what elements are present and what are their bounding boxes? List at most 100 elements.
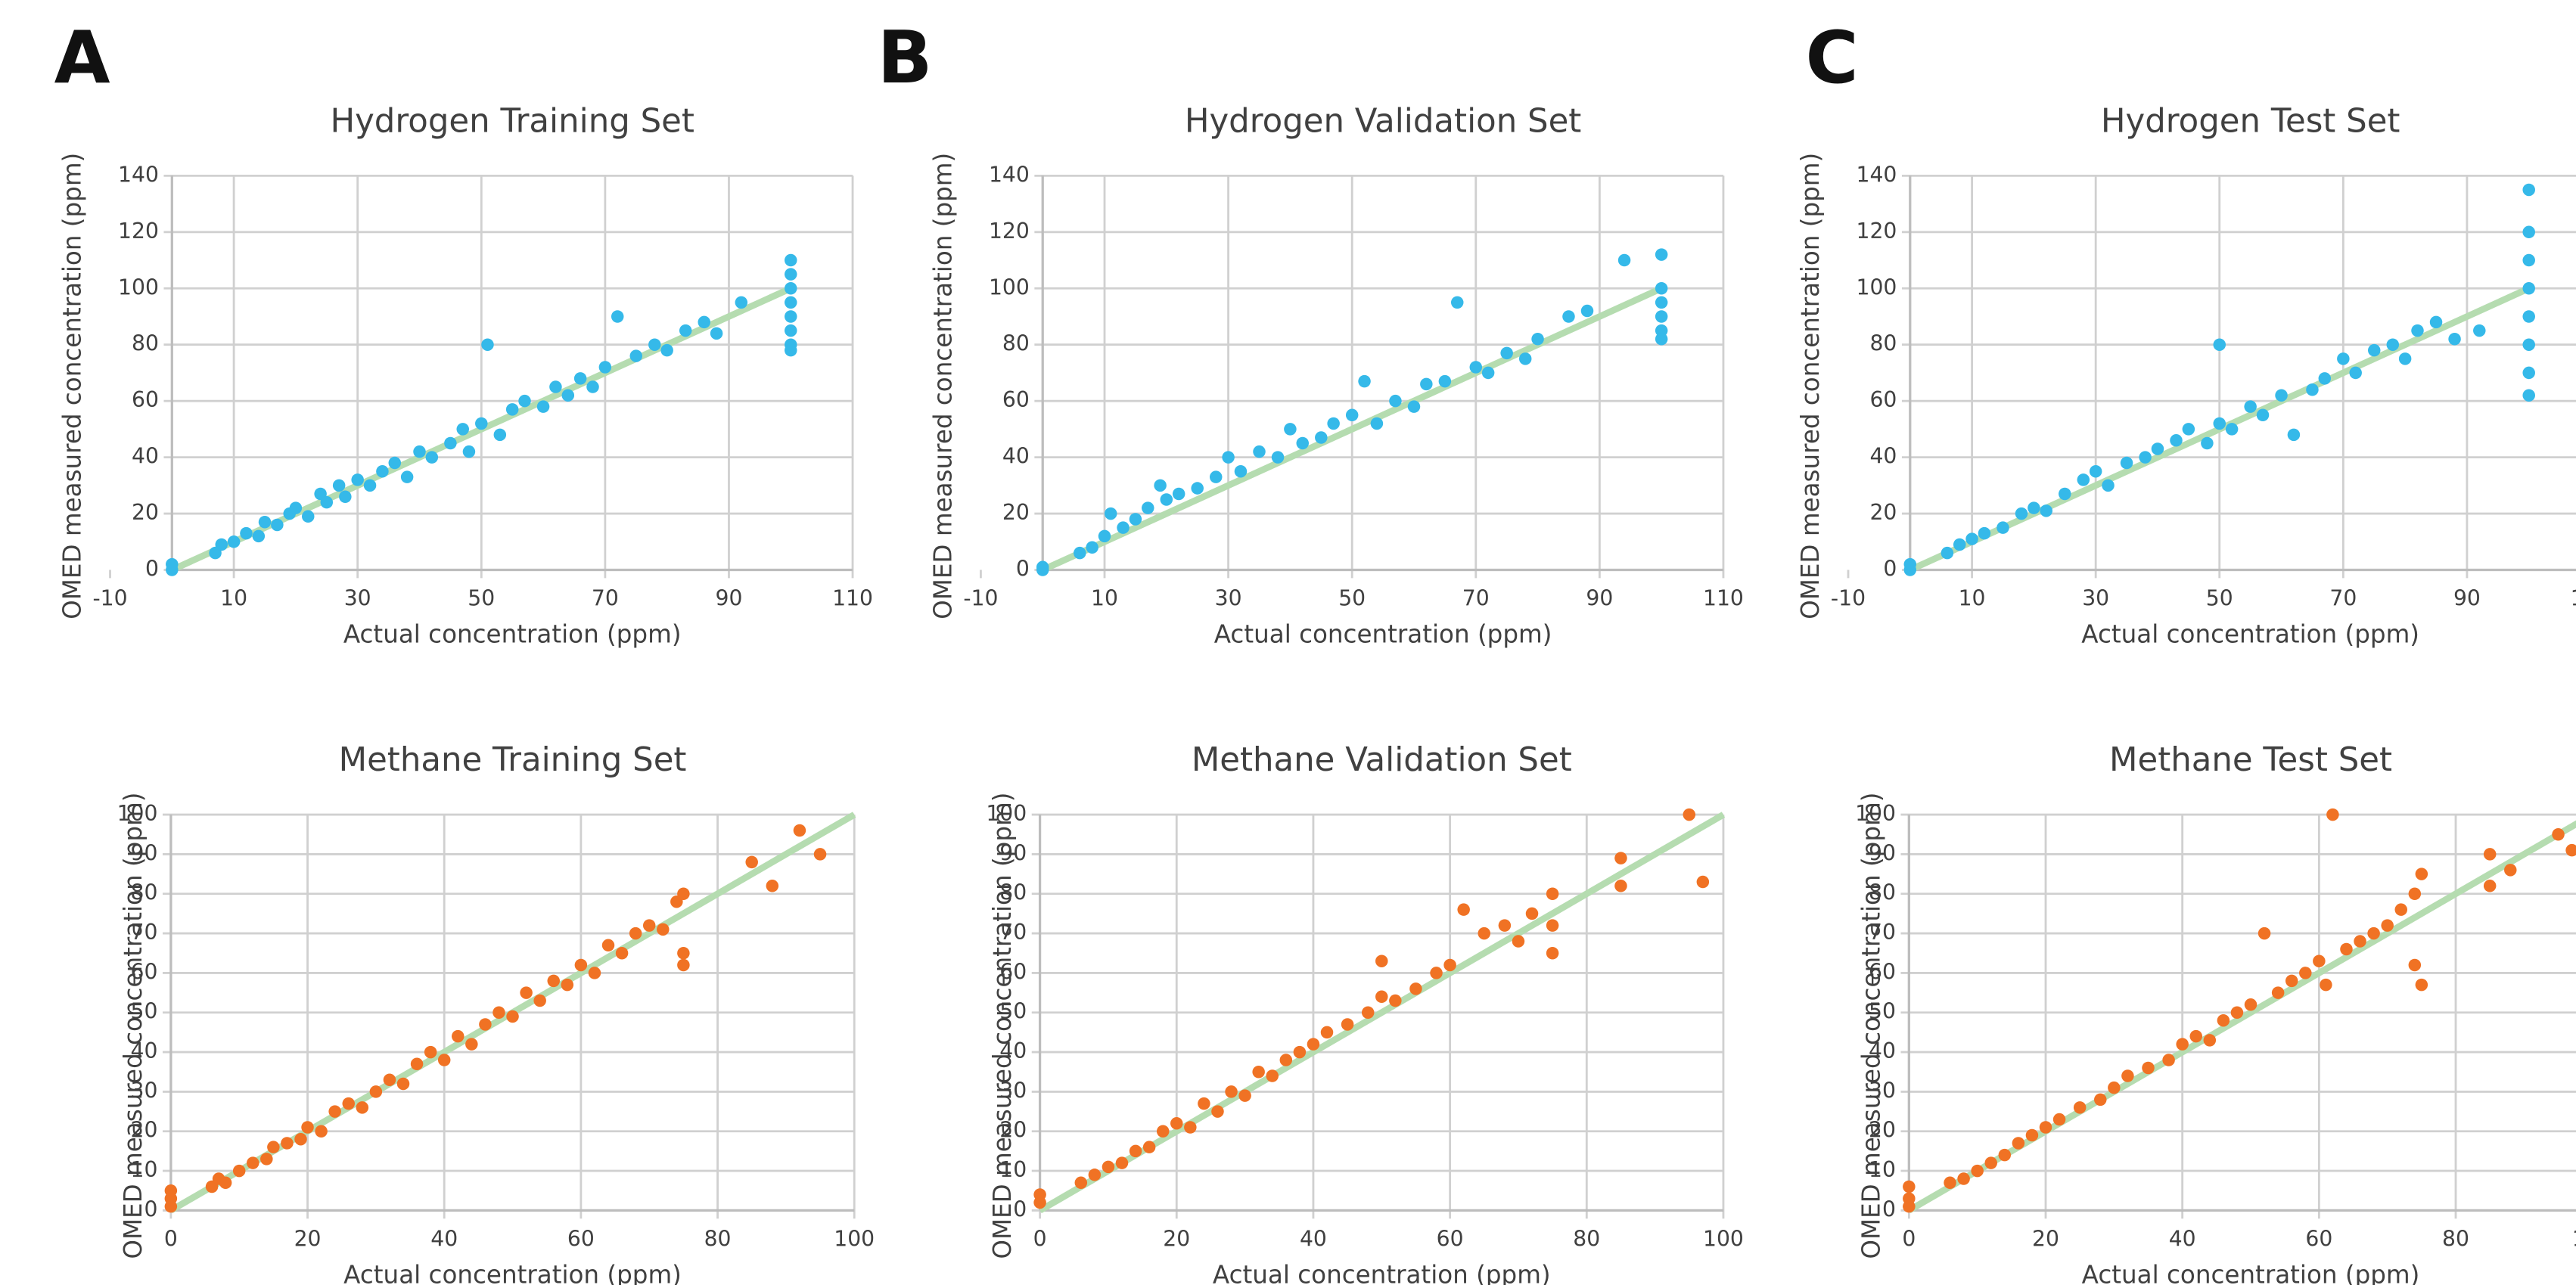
data-point (533, 994, 546, 1007)
data-point (2025, 1128, 2039, 1142)
y-tick-label: 40 (132, 444, 159, 469)
data-point (289, 501, 303, 514)
data-point (601, 939, 615, 952)
data-point (1655, 296, 1668, 309)
data-point (642, 919, 656, 932)
data-point (1209, 470, 1223, 483)
x-tick-label: 90 (715, 586, 742, 611)
data-point (2354, 935, 2366, 948)
data-point (1358, 374, 1371, 388)
data-point (660, 343, 673, 357)
data-point (648, 338, 661, 351)
y-tick-label: 10 (131, 1157, 158, 1182)
y-tick-label: 0 (1013, 1197, 1027, 1221)
chart-panel: A Hydrogen Training Set 0 20 40 60 80 100 120 140… (54, 15, 873, 649)
y-tick-label: 50 (999, 999, 1027, 1024)
y-tick-label: 120 (1857, 219, 1897, 244)
y-tick-label: 50 (131, 999, 158, 1024)
data-point (2275, 389, 2288, 402)
y-axis-title: OMED measured concentration (ppm) (929, 153, 958, 619)
y-tick-label: 60 (999, 959, 1027, 984)
data-point (1172, 487, 1185, 501)
y-tick-label: 20 (1869, 500, 1897, 525)
data-point (315, 1125, 328, 1138)
data-point (1580, 304, 1594, 318)
data-point (505, 403, 519, 416)
data-point (2089, 464, 2102, 478)
y-tick-label: 80 (131, 880, 158, 905)
data-point (2408, 887, 2422, 900)
data-point (1279, 1054, 1293, 1066)
data-point (1320, 1026, 1334, 1039)
data-point (2408, 958, 2422, 972)
data-point (2015, 507, 2028, 520)
data-point (536, 400, 550, 413)
data-point (281, 1137, 294, 1150)
data-point (1086, 541, 1098, 554)
data-point (1033, 1188, 1046, 1201)
y-axis-title: OMED measured concentration (ppm) (58, 153, 87, 619)
y-tick-label: 80 (132, 331, 159, 356)
data-point (1655, 333, 1668, 346)
x-tick-label: 30 (1215, 586, 1242, 611)
y-tick-label: 140 (989, 162, 1030, 187)
data-point (2162, 1054, 2175, 1066)
data-point (1944, 1176, 1956, 1190)
data-point (1562, 310, 1575, 323)
y-tick-label: 60 (1869, 387, 1897, 412)
data-point (475, 417, 488, 430)
data-point (1307, 1038, 1320, 1051)
data-point (258, 515, 272, 529)
data-point (267, 1141, 280, 1153)
data-point (1098, 529, 1111, 543)
y-tick-label: 0 (145, 557, 159, 582)
data-point (1512, 935, 1525, 948)
data-point (1211, 1105, 1224, 1118)
data-point (1546, 919, 1559, 932)
data-point (1498, 919, 1512, 932)
reference-line (1041, 285, 1663, 573)
data-point (1546, 946, 1559, 960)
data-point (1457, 903, 1470, 916)
y-tick-label: 100 (117, 801, 158, 826)
data-point (2320, 978, 2332, 992)
x-tick-label: 20 (294, 1227, 322, 1252)
y-tick-label: 90 (999, 840, 1027, 865)
data-point (1903, 1180, 1916, 1193)
data-point (2217, 1013, 2230, 1027)
data-point (2337, 352, 2350, 365)
data-point (369, 1085, 383, 1098)
x-tick-label: 60 (1437, 1227, 1464, 1252)
x-axis-title: Actual concentration (ppm) (1214, 619, 1552, 648)
data-point (1375, 990, 1388, 1004)
y-tick-label: 90 (1869, 840, 1896, 865)
data-point (710, 327, 723, 340)
x-tick-label: 80 (704, 1227, 732, 1252)
x-tick-label: 60 (2305, 1227, 2332, 1252)
data-point (586, 380, 599, 393)
y-tick-label: 120 (118, 219, 159, 244)
y-tick-label: 0 (1882, 1197, 1896, 1221)
chart-title: Methane Training Set (339, 741, 687, 779)
data-point (383, 1073, 396, 1086)
data-point (1361, 1006, 1375, 1019)
data-point (1978, 526, 1991, 540)
data-point (1971, 1164, 1984, 1178)
data-point (506, 1010, 519, 1023)
y-tick-label: 100 (1857, 275, 1897, 300)
data-point (2522, 366, 2535, 380)
data-point (1655, 310, 1668, 323)
data-point (1478, 927, 1491, 940)
chart-panel: Methane Test Set 0 10 20 30 40 50 60 70 80 90 100 0 2… (1855, 741, 2576, 1285)
data-point (328, 1105, 341, 1118)
data-point (518, 394, 531, 408)
y-tick-label: 20 (999, 1118, 1027, 1143)
x-tick-label: 40 (430, 1227, 458, 1252)
data-point (1996, 521, 2009, 534)
data-point (465, 1038, 478, 1051)
data-point (2094, 1093, 2107, 1107)
data-point (2170, 434, 2183, 447)
y-tick-label: 0 (1016, 557, 1030, 582)
data-point (2059, 487, 2071, 501)
data-point (547, 974, 560, 988)
